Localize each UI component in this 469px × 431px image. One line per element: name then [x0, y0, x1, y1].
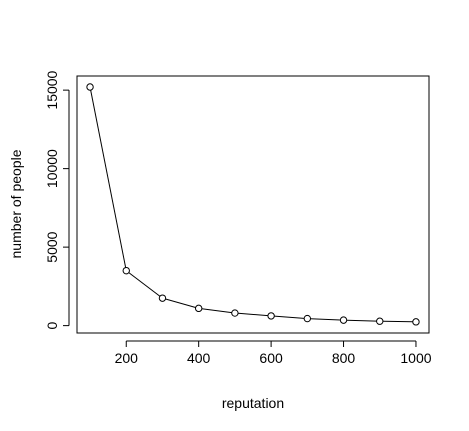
series-line-segment: [201, 308, 232, 314]
x-tick-label: 800: [332, 350, 356, 366]
data-point: [303, 314, 312, 323]
data-point: [194, 304, 203, 313]
data-point: [231, 309, 239, 317]
data-point: [376, 317, 384, 325]
x-tick-label: 600: [259, 350, 283, 366]
data-point: [267, 312, 275, 320]
y-tick-label: 0: [44, 322, 60, 330]
y-tick-label: 5000: [44, 231, 60, 262]
y-axis: 0 5000 10000 15000: [44, 70, 70, 330]
series-line-segment: [238, 312, 268, 317]
y-tick-label: 15000: [44, 70, 60, 109]
series-points-group: [86, 83, 420, 326]
data-point: [86, 83, 94, 91]
data-point: [412, 318, 420, 326]
series-line-segment: [128, 272, 161, 297]
y-tick-label: 10000: [44, 149, 60, 188]
series-line-segment: [310, 318, 341, 321]
series-line-segment: [382, 320, 413, 323]
x-tick-label: 1000: [400, 350, 431, 366]
series-line-segment: [274, 315, 305, 319]
y-axis-label: number of people: [8, 149, 24, 258]
series-line-group: [90, 90, 413, 323]
data-point: [158, 294, 167, 302]
series-line-segment: [90, 90, 127, 268]
x-axis-label: reputation: [222, 395, 284, 411]
data-point: [122, 266, 130, 275]
x-axis: 200 400 600 800 1000: [115, 340, 432, 366]
series-line-segment: [165, 298, 196, 308]
series-line-segment: [346, 319, 377, 322]
data-point: [339, 316, 348, 324]
x-tick-label: 200: [115, 350, 139, 366]
plot-frame: [76, 75, 430, 334]
x-tick-label: 400: [187, 350, 211, 366]
